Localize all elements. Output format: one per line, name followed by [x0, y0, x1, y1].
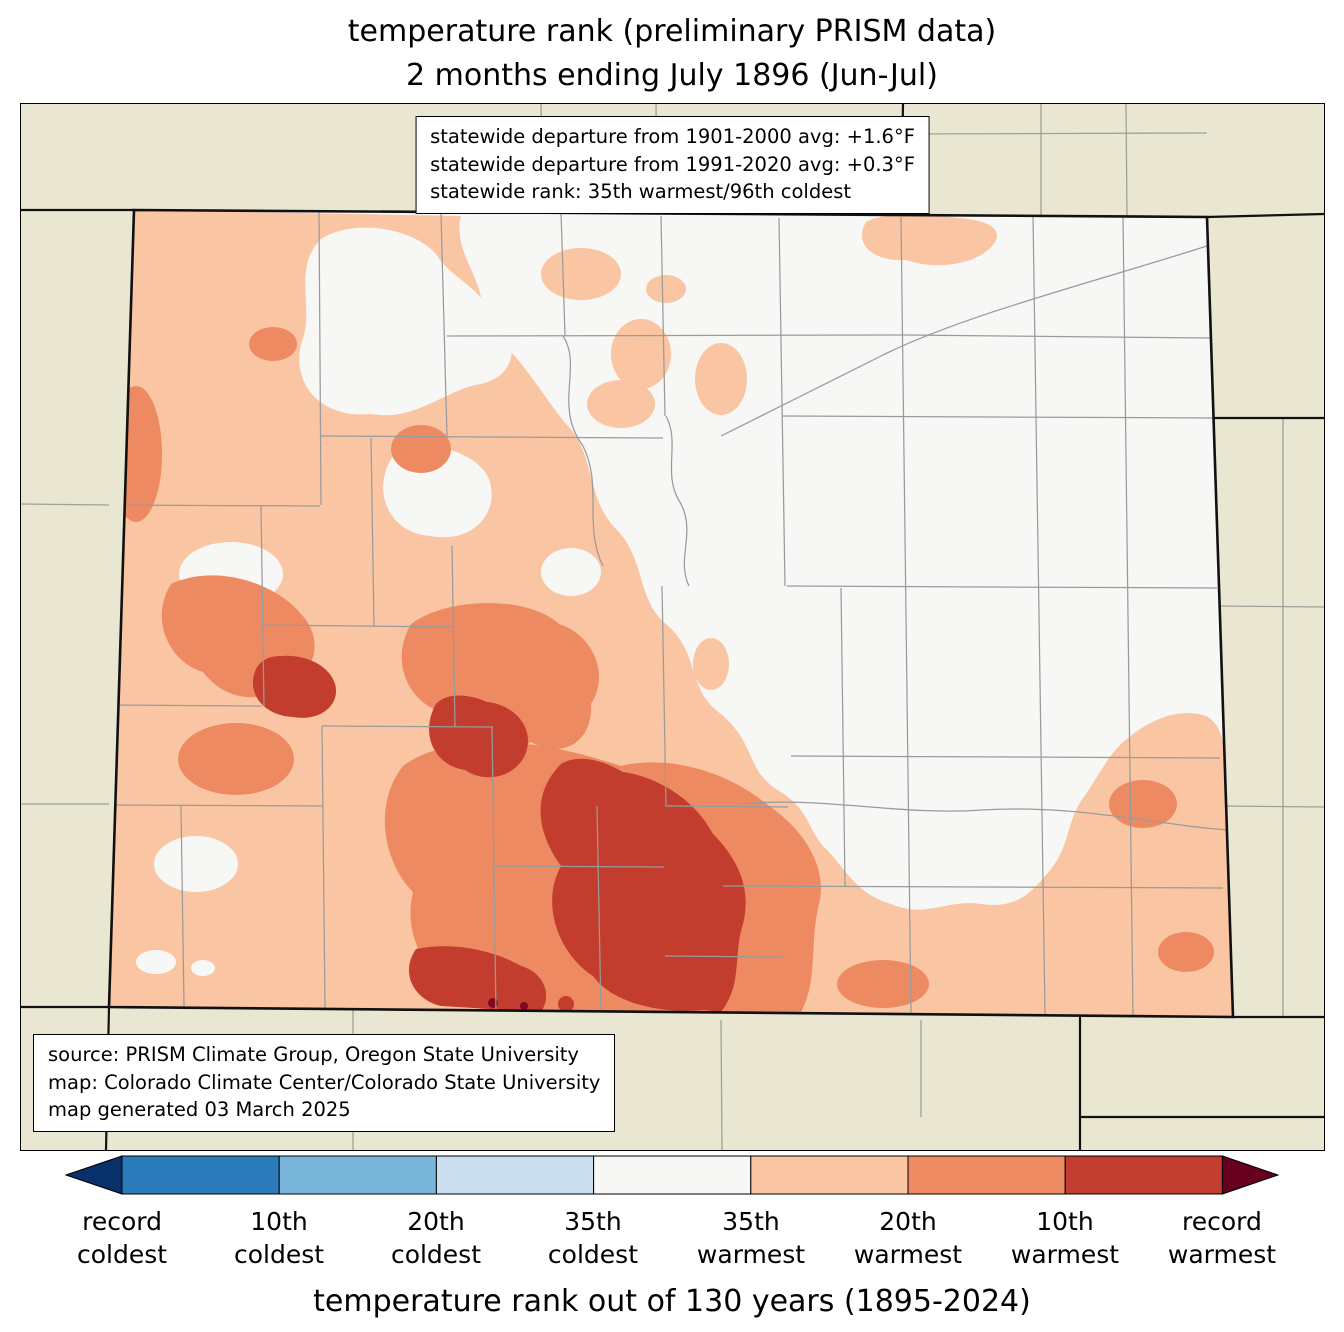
- colorbar-label-35th-coldest: 35th coldest: [547, 1207, 639, 1269]
- colorbar-segment-4: [593, 1155, 752, 1195]
- colorado-map: [21, 104, 1324, 1150]
- colorbar-label-record-warmest: record warmest: [1167, 1207, 1277, 1269]
- source-credit-box: source: PRISM Climate Group, Oregon Stat…: [33, 1033, 616, 1132]
- colorbar-label-35th-warmest: 35th warmest: [696, 1207, 806, 1269]
- colorbar-segment-7: [1064, 1155, 1223, 1195]
- source-line-3: map generated 03 March 2025: [48, 1098, 351, 1122]
- county-borders: [109, 210, 1230, 1017]
- colorbar-segment-2: [278, 1155, 437, 1195]
- colorbar-label-10th-coldest: 10th coldest: [233, 1207, 325, 1269]
- colorbar-labels: record coldest 10th coldest 20th coldest…: [0, 1206, 1344, 1282]
- neighbor-county-borders: [21, 104, 1324, 1150]
- colorbar-segment-3: [435, 1155, 595, 1195]
- river-line: [720, 245, 1208, 437]
- river-line: [742, 801, 1230, 831]
- warm-region-10-2: [252, 655, 746, 1012]
- colorbar-segment-1: [121, 1155, 280, 1195]
- colorbar-segment-5: [750, 1155, 909, 1195]
- colorbar-label-20th-warmest: 20th warmest: [853, 1207, 963, 1269]
- colorado-state-border: [107, 208, 1235, 1019]
- colorbar-scale: [64, 1155, 1280, 1195]
- title-line-2: 2 months ending July 1896 (Jun-Jul): [406, 57, 938, 93]
- colorbar-label-20th-coldest: 20th coldest: [390, 1207, 482, 1269]
- colorbar-label-record-coldest: record coldest: [76, 1207, 168, 1269]
- source-line-1: source: PRISM Climate Group, Oregon Stat…: [48, 1042, 579, 1066]
- colorbar-arrow-record-coldest: [64, 1155, 123, 1195]
- colorbar-label-10th-warmest: 10th warmest: [1010, 1207, 1120, 1269]
- colorbar-caption: temperature rank out of 130 years (1895-…: [313, 1284, 1031, 1319]
- colorbar: [0, 1154, 1344, 1200]
- map-title: temperature rank (preliminary PRISM data…: [0, 0, 1344, 97]
- colorbar-segment-6: [907, 1155, 1066, 1195]
- source-line-2: map: Colorado Climate Center/Colorado St…: [48, 1070, 601, 1094]
- neighbor-state-borders: [21, 104, 1324, 1150]
- stats-line-3: statewide rank: 35th warmest/96th coldes…: [430, 180, 852, 204]
- statewide-stats-box: statewide departure from 1901-2000 avg: …: [415, 116, 930, 215]
- stats-line-1: statewide departure from 1901-2000 avg: …: [430, 125, 915, 148]
- stats-line-2: statewide departure from 1991-2020 avg: …: [430, 152, 915, 176]
- title-line-1: temperature rank (preliminary PRISM data…: [347, 14, 997, 49]
- map-panel: statewide departure from 1901-2000 avg: …: [20, 103, 1325, 1151]
- colorbar-arrow-record-warmest: [1221, 1155, 1280, 1195]
